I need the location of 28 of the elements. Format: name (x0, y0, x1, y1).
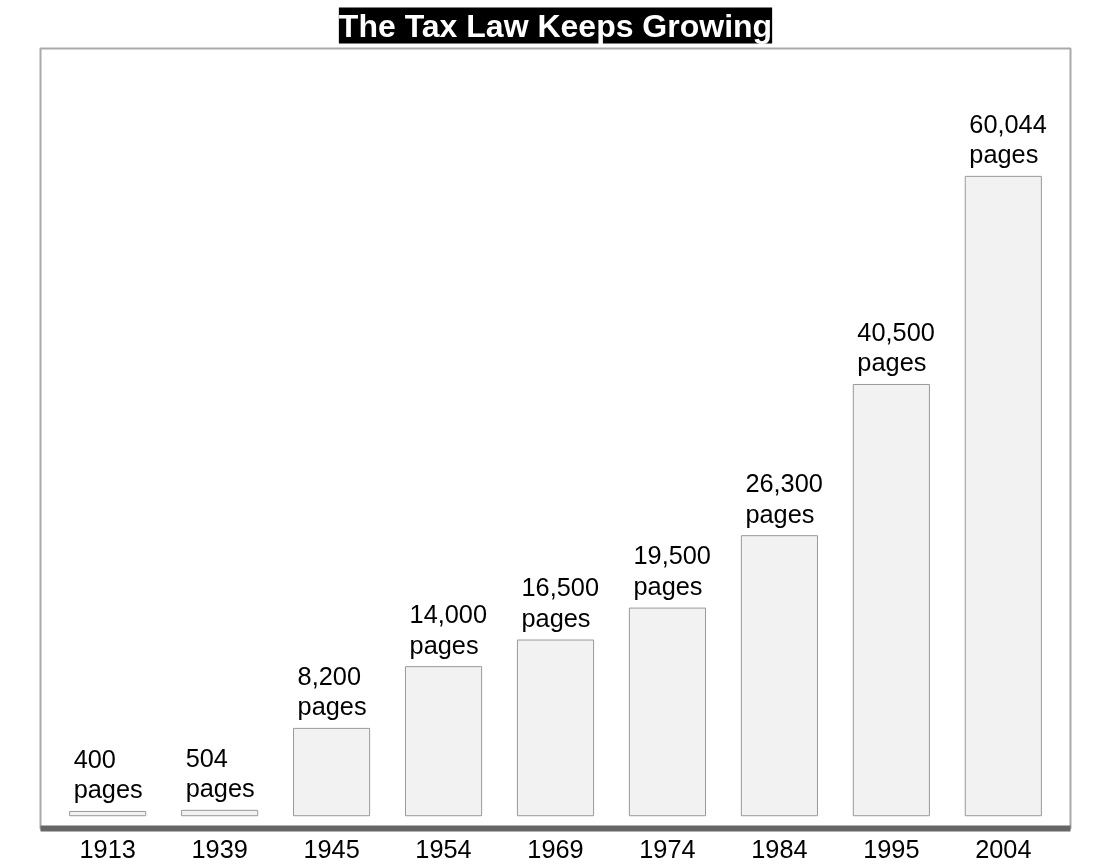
data-label: 8,200 pages (297, 661, 367, 721)
data-label: 40,500 pages (857, 317, 935, 377)
data-label: 400 pages (73, 744, 143, 804)
x-tick-label: 1969 (527, 834, 584, 863)
bar (516, 639, 595, 817)
x-tick-label: 1984 (751, 834, 808, 863)
chart-title: The Tax Law Keeps Growing (338, 7, 773, 44)
x-tick-label: 1974 (639, 834, 696, 863)
bar (69, 810, 147, 817)
bar (404, 666, 483, 817)
bar (740, 535, 818, 817)
data-label: 504 pages (185, 743, 255, 803)
bar (181, 809, 259, 817)
bar (964, 175, 1042, 817)
x-tick-label: 1945 (303, 834, 360, 863)
x-tick-label: 1913 (79, 834, 136, 863)
data-label: 19,500 pages (633, 541, 711, 601)
bar (628, 607, 707, 817)
x-tick-label: 1954 (415, 834, 472, 863)
bar (852, 383, 930, 817)
data-label: 14,000 pages (409, 599, 488, 659)
x-tick-label: 1995 (863, 834, 920, 863)
x-tick-label: 1939 (191, 834, 248, 863)
bar (293, 727, 371, 817)
data-label: 26,300 pages (745, 468, 823, 528)
data-label: 60,044 pages (969, 109, 1047, 169)
data-label: 16,500 pages (521, 573, 599, 633)
x-tick-label: 2004 (975, 834, 1032, 863)
